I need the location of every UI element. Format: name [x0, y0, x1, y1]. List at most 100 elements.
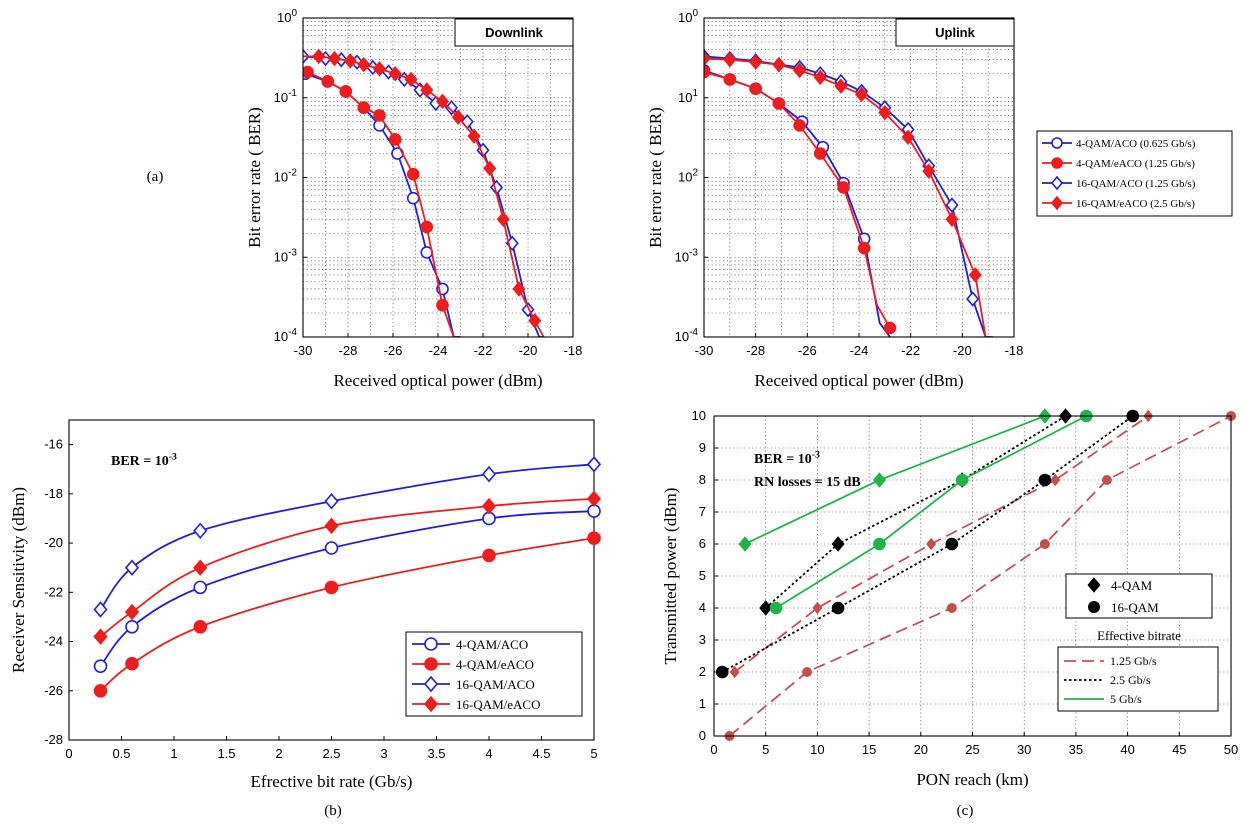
legend-marker	[1051, 157, 1063, 169]
data-point	[388, 133, 402, 146]
box-label: Uplink	[935, 25, 975, 40]
legend-marker	[423, 695, 439, 713]
data-point	[482, 548, 496, 563]
panel-label-b: (b)	[324, 803, 342, 819]
y-axis-label: Bit error rate ( BER)	[646, 107, 665, 248]
legend-label: 16-QAM/eACO (2.5 Gb/s)	[1076, 198, 1195, 210]
line-legend-title: Effective bitrate	[1097, 628, 1181, 643]
x-tick-label: 2	[275, 746, 282, 761]
y-tick-label: -18	[44, 486, 63, 501]
x-tick-label: 0	[65, 746, 72, 761]
y-tick-label: 3	[699, 632, 706, 647]
data-point	[321, 75, 335, 88]
data-point	[1039, 539, 1050, 549]
data-point	[831, 601, 845, 615]
x-tick-label: -28	[746, 343, 765, 358]
x-tick-label: -18	[1005, 343, 1024, 358]
x-tick-label: 15	[862, 742, 876, 757]
y-tick-label: 10-3	[274, 247, 298, 264]
data-point	[496, 211, 510, 227]
data-point	[324, 517, 339, 535]
x-tick-label: -22	[901, 343, 920, 358]
panel-label-c: (c)	[957, 803, 974, 819]
data-point	[955, 473, 969, 487]
data-point	[946, 603, 957, 613]
data-point	[481, 465, 497, 483]
data-point	[945, 537, 959, 551]
y-tick-label: 10-2	[274, 168, 298, 185]
panel-label-a: (a)	[147, 169, 164, 185]
data-point	[812, 601, 823, 615]
data-point	[872, 472, 886, 488]
legend-marker	[1050, 195, 1064, 211]
data-point	[878, 104, 892, 121]
data-point	[124, 603, 140, 621]
uplink-chart: -30 -28 -26 -24 -22 -20 -18 10-4 10-3 102 101 100 Up…	[646, 8, 1233, 390]
x-axis-label: Received optical power (dBm)	[754, 371, 963, 390]
downlink-chart: -30 -28 -26 -24 -22 -20 -18 10-4 10-3 10-2 10-1 100…	[245, 8, 582, 390]
legend-label: 4-QAM	[1111, 578, 1153, 593]
data-point	[404, 71, 418, 88]
data-point	[93, 659, 108, 673]
legend-label: 16-QAM/ACO (1.25 Gb/s)	[1076, 178, 1196, 190]
x-tick-label: -24	[429, 343, 448, 358]
legend-frame	[1036, 130, 1233, 217]
data-point	[926, 537, 937, 551]
data-point	[945, 211, 959, 227]
data-point	[373, 109, 386, 122]
y-tick-label: 1	[699, 696, 706, 711]
x-tick-label: 1	[170, 746, 177, 761]
box-label-frame	[454, 18, 574, 47]
data-point	[855, 86, 869, 103]
x-tick-label: -30	[294, 343, 313, 358]
data-point	[769, 601, 783, 615]
ber-annotation: BER = 10-3	[111, 451, 177, 469]
x-tick-label: 4	[485, 746, 492, 761]
x-tick-label: -26	[384, 343, 403, 358]
x-tick-label: 2.5	[322, 746, 340, 761]
data-point	[406, 167, 420, 181]
y-tick-label: -24	[44, 634, 63, 649]
data-point	[125, 619, 139, 634]
data-point	[813, 69, 827, 86]
data-point	[704, 50, 711, 67]
data-point	[857, 241, 871, 255]
data-point	[93, 683, 108, 698]
x-tick-label: -20	[953, 343, 972, 358]
x-tick-label: 0.5	[112, 746, 130, 761]
data-point	[324, 580, 339, 595]
data-point	[303, 65, 314, 79]
data-point	[772, 97, 786, 110]
plot-area	[704, 18, 1014, 337]
data-point	[966, 291, 980, 307]
data-point	[587, 531, 601, 545]
data-point	[528, 312, 542, 329]
y-tick-label: -26	[44, 683, 63, 698]
x-tick-label: -26	[798, 343, 817, 358]
x-tick-label: 50	[1224, 742, 1238, 757]
data-point	[324, 541, 339, 555]
legend-marker	[424, 657, 438, 671]
data-point	[93, 601, 108, 618]
data-point	[883, 321, 897, 335]
data-point	[436, 298, 449, 312]
box-label-frame	[895, 18, 1015, 47]
data-point	[586, 456, 602, 473]
x-tick-label: 3	[380, 746, 387, 761]
legend-label: 2.5 Gb/s	[1110, 673, 1151, 687]
data-point	[357, 56, 371, 73]
data-point	[420, 82, 434, 98]
data-point	[193, 522, 208, 539]
data-point	[1038, 473, 1052, 487]
x-tick-label: -20	[519, 343, 538, 358]
data-point	[586, 490, 602, 507]
data-point	[420, 220, 434, 234]
x-tick-label: 30	[1017, 742, 1031, 757]
y-tick-label: -22	[44, 584, 63, 599]
series-line	[765, 415, 1067, 609]
y-axis-label: Transmitted power (dBm)	[661, 488, 680, 665]
data-point	[715, 665, 729, 679]
data-point	[193, 619, 208, 634]
